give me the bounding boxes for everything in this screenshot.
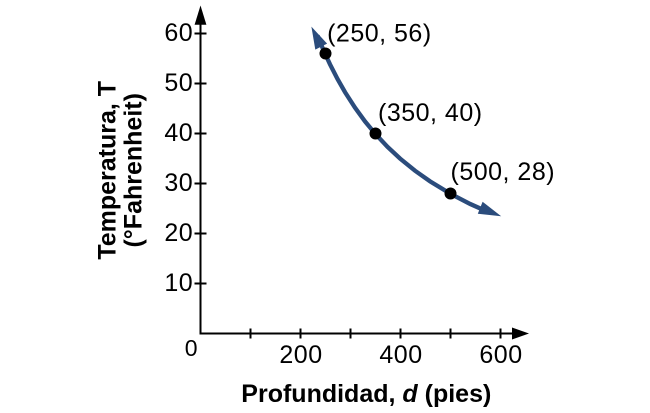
svg-text:10: 10 [164, 269, 193, 297]
svg-text:200: 200 [279, 341, 322, 369]
svg-text:40: 40 [164, 119, 193, 147]
svg-text:Temperatura, T: Temperatura, T [94, 81, 122, 260]
svg-text:0: 0 [185, 335, 198, 361]
svg-text:50: 50 [164, 69, 193, 97]
svg-text:(500, 28): (500, 28) [451, 158, 556, 186]
svg-text:(350, 40): (350, 40) [378, 99, 483, 127]
svg-text:Profundidad, d (pies): Profundidad, d (pies) [241, 380, 491, 408]
svg-text:600: 600 [479, 341, 522, 369]
svg-text:20: 20 [164, 219, 193, 247]
svg-text:(°Fahrenheit): (°Fahrenheit) [120, 93, 148, 247]
svg-text:30: 30 [164, 169, 193, 197]
svg-text:(250, 56): (250, 56) [327, 19, 432, 47]
svg-text:400: 400 [379, 341, 422, 369]
svg-text:60: 60 [164, 19, 193, 47]
